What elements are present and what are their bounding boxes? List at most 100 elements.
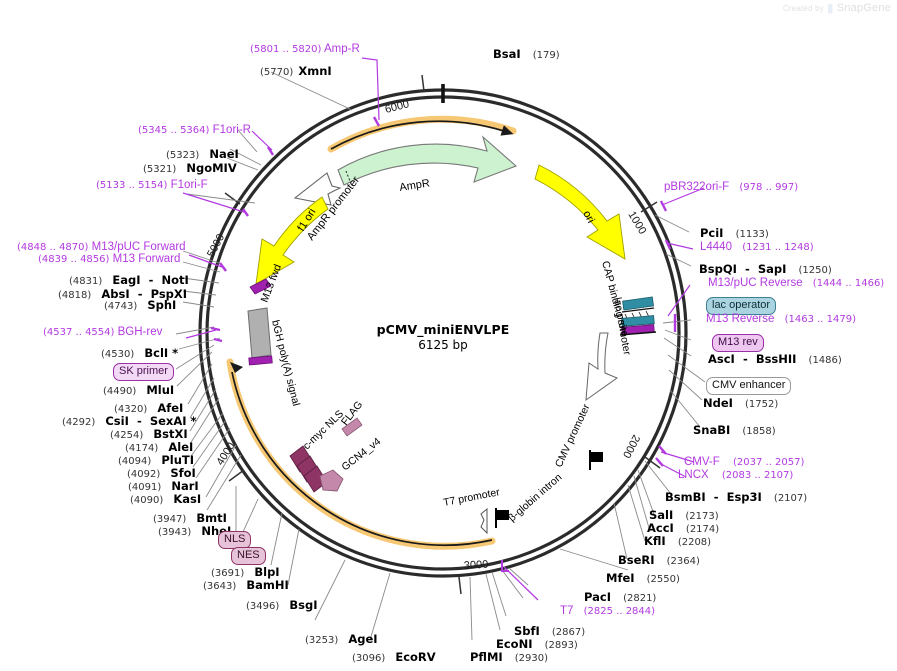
label-position: (2174) bbox=[685, 524, 720, 535]
label-bstxi[interactable]: (4254) BstXI bbox=[110, 425, 188, 441]
label-mlui[interactable]: (4490) MluI bbox=[103, 381, 174, 397]
nes-tag: NES bbox=[231, 547, 266, 565]
label-cmv-f[interactable]: CMV-F (2037 .. 2057) bbox=[684, 456, 804, 469]
label-pluti[interactable]: (4094) PluTI bbox=[118, 451, 194, 467]
label-xmni[interactable]: (5770) XmnI bbox=[260, 62, 332, 78]
label-sbfi[interactable]: SbfI (2867) bbox=[514, 622, 585, 638]
label-cmv-enhancer[interactable]: CMV enhancer bbox=[706, 375, 792, 395]
label-position: (3496) bbox=[246, 601, 280, 612]
separator-dash: - bbox=[745, 262, 750, 276]
label-nari[interactable]: (4091) NarI bbox=[128, 477, 199, 493]
label-name: SfoI bbox=[170, 466, 196, 480]
label-ecorv[interactable]: (3096) EcoRV bbox=[352, 648, 436, 664]
label-agei[interactable]: (3253) AgeI bbox=[305, 630, 378, 646]
label-bspqi-sapi[interactable]: BspQI - SapI (1250) bbox=[699, 260, 832, 276]
label-kfli[interactable]: KflI (2208) bbox=[644, 532, 711, 548]
label-lncx[interactable]: LNCX (2083 .. 2107) bbox=[678, 469, 793, 482]
label-naei[interactable]: (5323) NaeI bbox=[166, 145, 239, 161]
label-l4440[interactable]: L4440 (1231 .. 1248) bbox=[700, 241, 814, 254]
label-m13-forward[interactable]: (4839 .. 4856) M13 Forward bbox=[38, 253, 180, 266]
label-name: EagI bbox=[112, 273, 141, 287]
label-position: (2821) bbox=[623, 593, 657, 604]
snapgene-watermark: Created by ▮ SnapGene bbox=[783, 2, 891, 14]
label-snabi[interactable]: SnaBI (1858) bbox=[693, 421, 776, 437]
label-m13-rev[interactable]: M13 rev bbox=[712, 332, 764, 352]
label-position: (2825 .. 2844) bbox=[583, 606, 656, 617]
label-amp-r[interactable]: (5801 .. 5820) Amp-R bbox=[250, 43, 360, 56]
feature-beta-globin-intron: β-globin intron bbox=[495, 471, 564, 528]
label-t7[interactable]: T7 (2825 .. 2844) bbox=[560, 605, 656, 618]
label-bsgi[interactable]: (3496) BsgI bbox=[246, 596, 317, 612]
label-ngomiv[interactable]: (5321) NgoMIV bbox=[143, 159, 237, 175]
label-econi[interactable]: EcoNI (2893) bbox=[496, 635, 578, 651]
feature-ori: ori bbox=[534, 164, 626, 260]
separator-dash: - bbox=[137, 287, 143, 301]
label-pcii[interactable]: PciI (1133) bbox=[700, 224, 769, 240]
label-name: NheI bbox=[201, 524, 232, 538]
label-lac-operator[interactable]: lac operator bbox=[706, 295, 777, 315]
label-kasi[interactable]: (4090) KasI bbox=[130, 490, 201, 506]
label-ndei[interactable]: NdeI (1752) bbox=[703, 394, 778, 410]
label-name: PciI bbox=[700, 226, 724, 240]
feature-gcn4: GCN4_v4 bbox=[319, 435, 383, 492]
label-position: (3096) bbox=[352, 653, 386, 664]
label-alei[interactable]: (4174) AleI bbox=[125, 438, 193, 454]
label-position: (5323) bbox=[166, 150, 200, 161]
label-nes[interactable]: NES bbox=[231, 545, 266, 565]
label-position: (4848 .. 4870) bbox=[17, 242, 89, 253]
label-pbr322ori-f[interactable]: pBR322ori-F (978 .. 997) bbox=[664, 181, 798, 194]
label-blpi[interactable]: (3691) BlpI bbox=[211, 563, 280, 579]
label-bsai[interactable]: BsaI (179) bbox=[493, 45, 560, 61]
label-f1ori-f[interactable]: (5133 .. 5154) F1ori-F bbox=[96, 179, 208, 192]
label-name: BstXI bbox=[153, 427, 188, 441]
label-absi-pspxi[interactable]: (4818) AbsI - PspXI bbox=[58, 285, 187, 301]
label-name: AgeI bbox=[348, 632, 378, 646]
label-csii-sexai[interactable]: (4292) CsiI - SexAI * bbox=[62, 412, 197, 428]
label-nhei[interactable]: (3943) NheI bbox=[158, 522, 231, 538]
label-bsmbi-esp3i[interactable]: BsmBI - Esp3I (2107) bbox=[665, 488, 807, 504]
label-name: KflI bbox=[644, 534, 666, 548]
label-position: (4839 .. 4856) bbox=[38, 254, 110, 265]
label-sk-primer[interactable]: SK primer bbox=[113, 361, 174, 381]
lac-operator-tag: lac operator bbox=[706, 297, 777, 315]
label-bamhi[interactable]: (3643) BamHI bbox=[203, 576, 289, 592]
label-bseri[interactable]: BseRI (2364) bbox=[618, 551, 700, 567]
label-f1ori-r[interactable]: (5345 .. 5364) F1ori-R bbox=[138, 124, 251, 137]
label-name: AleI bbox=[168, 440, 194, 454]
label-name: F1ori-R bbox=[212, 124, 251, 136]
label-afei[interactable]: (4320) AfeI bbox=[114, 399, 183, 415]
label-position: (2173) bbox=[685, 511, 719, 522]
label-bcli[interactable]: (4530) BclI * bbox=[101, 344, 178, 360]
label-position: (2364) bbox=[666, 556, 700, 567]
label-m13puc-forward[interactable]: (4848 .. 4870) M13/pUC Forward bbox=[17, 241, 186, 254]
label-name: PflMI bbox=[470, 650, 503, 664]
label-pflmi[interactable]: PflMI (2930) bbox=[470, 648, 548, 664]
label-sphi[interactable]: (4743) SphI bbox=[104, 296, 176, 312]
label-name: EcoNI bbox=[496, 637, 533, 651]
label-asci-bsshii[interactable]: AscI - BssHII (1486) bbox=[708, 350, 842, 366]
label-sfoi[interactable]: (4092) SfoI bbox=[127, 464, 196, 480]
feature-lac-cap-cluster: CAP binding site lac promoter bbox=[599, 260, 657, 356]
label-m13-reverse[interactable]: M13 Reverse (1463 .. 1479) bbox=[706, 313, 856, 326]
feature-label-cmyc-nls: c-myc NLS bbox=[301, 408, 346, 452]
label-name-alt: PspXI bbox=[150, 287, 188, 301]
label-bgh-rev[interactable]: (4537 .. 4554) BGH-rev bbox=[43, 326, 162, 339]
plasmid-size: 6125 bp bbox=[418, 338, 468, 352]
label-acci[interactable]: AccI (2174) bbox=[647, 519, 719, 535]
tick-label: 6000 bbox=[384, 98, 411, 116]
sk-primer-tag: SK primer bbox=[113, 363, 174, 381]
label-m13puc-reverse[interactable]: M13/pUC Reverse (1444 .. 1466) bbox=[708, 277, 884, 290]
label-name: BlpI bbox=[254, 565, 280, 579]
feature-label-t7-promoter: T7 promoter bbox=[442, 486, 501, 509]
label-bmti[interactable]: (3947) BmtI bbox=[153, 509, 227, 525]
label-position: (4091) bbox=[128, 482, 162, 493]
label-name: CsiI bbox=[105, 414, 129, 428]
label-position: (1250) bbox=[798, 265, 832, 276]
label-mfei[interactable]: MfeI (2550) bbox=[606, 569, 680, 585]
label-eagi-noti[interactable]: (4831) EagI - NotI bbox=[69, 271, 189, 287]
label-name: F1ori-F bbox=[170, 179, 208, 191]
label-sali[interactable]: SalI (2173) bbox=[649, 506, 719, 522]
label-paci[interactable]: PacI (2821) bbox=[584, 588, 656, 604]
label-name: L4440 bbox=[700, 241, 732, 253]
feature-label-ampr: AmpR bbox=[399, 177, 431, 194]
